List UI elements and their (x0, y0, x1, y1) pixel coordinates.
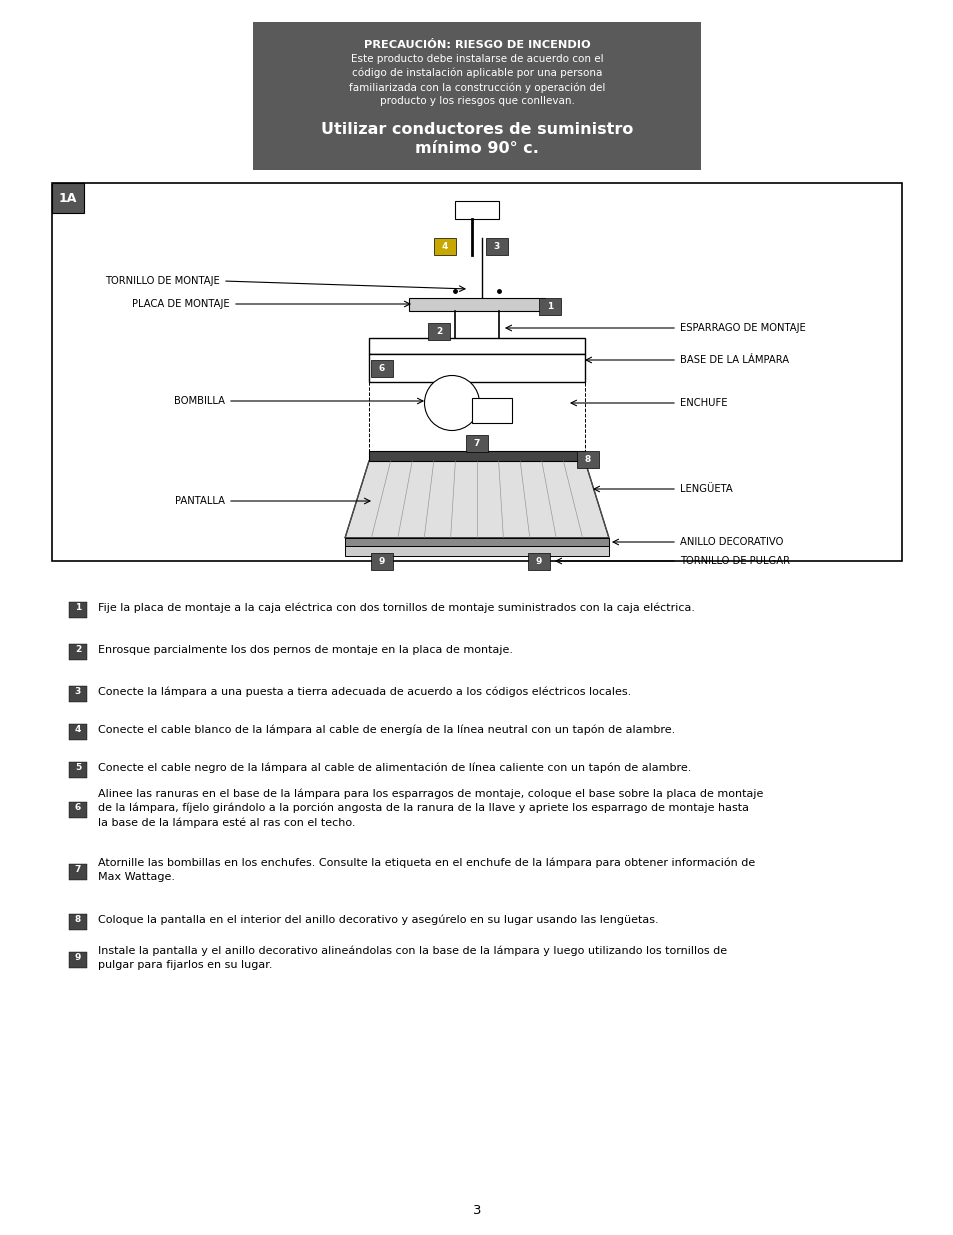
Text: PRECAUCIÓN: RIESGO DE INCENDIO: PRECAUCIÓN: RIESGO DE INCENDIO (363, 40, 590, 49)
Bar (52, 183, 84, 212)
Text: Enrosque parcialmente los dos pernos de montaje en la placa de montaje.: Enrosque parcialmente los dos pernos de … (98, 645, 513, 655)
Bar (538, 298, 560, 315)
Text: Alinee las ranuras en el base de la lámpara para los esparragos de montaje, colo: Alinee las ranuras en el base de la lámp… (98, 788, 762, 827)
Text: ENCHUFE: ENCHUFE (679, 398, 727, 408)
Text: LENGÜETA: LENGÜETA (679, 484, 732, 494)
Ellipse shape (424, 375, 479, 431)
Text: 2: 2 (436, 327, 441, 336)
Text: 3: 3 (74, 688, 81, 697)
Bar (455, 201, 498, 219)
Bar (345, 546, 608, 556)
Text: BASE DE LA LÁMPARA: BASE DE LA LÁMPARA (679, 354, 788, 366)
Text: 8: 8 (74, 915, 81, 925)
Bar (434, 238, 456, 254)
Bar (472, 398, 512, 424)
Bar (69, 724, 87, 740)
Text: ESPARRAGO DE MONTAJE: ESPARRAGO DE MONTAJE (679, 324, 805, 333)
Bar (253, 22, 700, 170)
Text: PANTALLA: PANTALLA (174, 496, 225, 506)
Bar (527, 553, 550, 571)
Text: 7: 7 (474, 438, 479, 448)
Text: 1: 1 (74, 604, 81, 613)
Bar (69, 601, 87, 618)
Bar (69, 643, 87, 659)
Text: 4: 4 (441, 242, 448, 251)
Bar (369, 338, 584, 354)
Bar (69, 762, 87, 778)
Bar (69, 914, 87, 930)
Text: Fije la placa de montaje a la caja eléctrica con dos tornillos de montaje sumini: Fije la placa de montaje a la caja eléct… (98, 603, 695, 614)
Text: Este producto debe instalarse de acuerdo con el
código de instalación aplicable : Este producto debe instalarse de acuerdo… (349, 54, 604, 106)
Text: 4: 4 (74, 725, 81, 735)
Text: 2: 2 (74, 646, 81, 655)
Text: Coloque la pantalla en el interior del anillo decorativo y asegúrelo en su lugar: Coloque la pantalla en el interior del a… (98, 915, 658, 925)
Bar (485, 238, 507, 254)
Bar (69, 802, 87, 818)
Text: 5: 5 (74, 763, 81, 773)
Text: 9: 9 (74, 953, 81, 962)
Text: 1: 1 (546, 303, 553, 311)
Text: 9: 9 (378, 557, 385, 566)
Text: Utilizar conductores de suministro
mínimo 90° c.: Utilizar conductores de suministro mínim… (320, 122, 633, 156)
Bar (371, 359, 393, 377)
Text: PLACA DE MONTAJE: PLACA DE MONTAJE (132, 299, 230, 309)
Text: 1A: 1A (59, 191, 77, 205)
Text: 8: 8 (584, 454, 591, 464)
Text: 6: 6 (74, 804, 81, 813)
Text: 3: 3 (494, 242, 499, 251)
Bar (69, 685, 87, 701)
Text: ANILLO DECORATIVO: ANILLO DECORATIVO (679, 537, 782, 547)
Bar (409, 298, 544, 311)
Text: Atornille las bombillas en los enchufes. Consulte la etiqueta en el enchufe de l: Atornille las bombillas en los enchufes.… (98, 858, 755, 882)
Text: TORNILLO DE MONTAJE: TORNILLO DE MONTAJE (105, 275, 220, 287)
Bar (69, 864, 87, 881)
Bar (69, 952, 87, 968)
Text: 6: 6 (378, 364, 385, 373)
Text: Conecte el cable blanco de la lámpara al cable de energía de la línea neutral co: Conecte el cable blanco de la lámpara al… (98, 725, 675, 735)
Bar (369, 354, 584, 382)
Text: 7: 7 (74, 866, 81, 874)
Text: 9: 9 (536, 557, 541, 566)
Bar (577, 451, 598, 468)
Text: Conecte la lámpara a una puesta a tierra adecuada de acuerdo a los códigos eléct: Conecte la lámpara a una puesta a tierra… (98, 687, 631, 698)
Text: BOMBILLA: BOMBILLA (173, 396, 225, 406)
Bar (371, 553, 393, 571)
Bar (369, 451, 584, 461)
Text: Conecte el cable negro de la lámpara al cable de alimentación de línea caliente : Conecte el cable negro de la lámpara al … (98, 763, 691, 773)
Bar (428, 324, 450, 340)
Polygon shape (345, 461, 608, 538)
Text: 3: 3 (473, 1203, 480, 1216)
Bar (52, 183, 901, 561)
Bar (345, 538, 608, 546)
Text: Instale la pantalla y el anillo decorativo alineándolas con la base de la lámpar: Instale la pantalla y el anillo decorati… (98, 946, 726, 969)
Text: TORNILLO DE PULGAR: TORNILLO DE PULGAR (679, 556, 789, 566)
Bar (465, 435, 488, 452)
